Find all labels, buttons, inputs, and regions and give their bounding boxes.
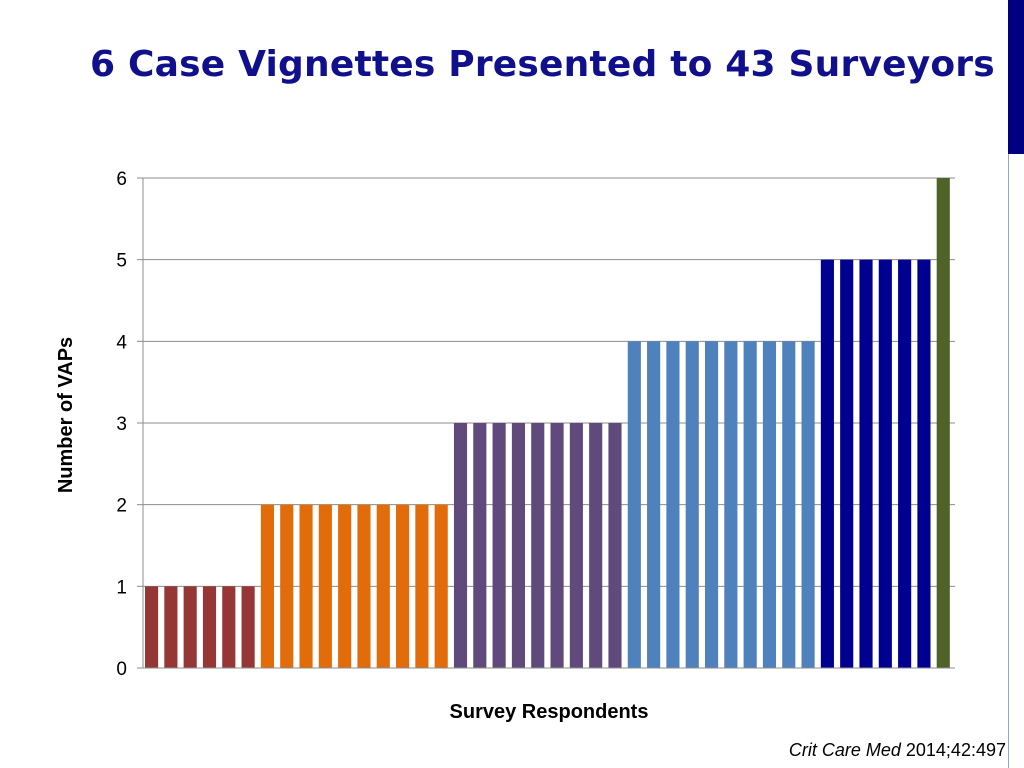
bar (511, 423, 526, 668)
bar (608, 423, 622, 668)
bar (222, 586, 236, 668)
bar (569, 423, 583, 668)
bar (396, 504, 410, 668)
bar (241, 586, 255, 668)
bar (531, 423, 545, 668)
y-tick-label: 1 (116, 577, 127, 598)
bar (453, 423, 468, 668)
bar (318, 504, 332, 668)
slide-title: 6 Case Vignettes Presented to 43 Surveyo… (90, 44, 995, 85)
citation: Crit Care Med 2014;42:497 (789, 740, 1006, 761)
bar (840, 259, 854, 668)
bar (936, 178, 950, 668)
y-tick-label: 3 (116, 414, 127, 435)
bar (280, 504, 294, 668)
slide-accent-bar (1008, 0, 1024, 154)
axes: 0 1 2 3 4 5 6 (116, 169, 955, 680)
bar (801, 341, 815, 668)
bar (202, 586, 217, 668)
slide-accent-line (1008, 154, 1009, 768)
bar (685, 341, 699, 668)
y-axis-label: Number of VAPs (55, 337, 77, 493)
y-tick-label: 2 (116, 496, 127, 517)
bar (724, 341, 738, 668)
y-tick-label: 5 (116, 251, 127, 272)
bar (782, 341, 796, 668)
bar (434, 504, 448, 668)
bar (415, 504, 429, 668)
bar (704, 341, 719, 668)
x-axis-label: Survey Respondents (450, 701, 649, 723)
bar (260, 504, 274, 668)
citation-journal: Crit Care Med (788, 740, 901, 760)
bar (550, 423, 564, 668)
bar (145, 586, 159, 668)
bar (898, 259, 912, 668)
bar (492, 423, 506, 668)
bars (145, 178, 950, 668)
bar (338, 504, 352, 668)
bar (627, 341, 641, 668)
bar (820, 259, 834, 668)
bar (917, 259, 931, 668)
bar (878, 259, 892, 668)
y-tick-label: 4 (116, 332, 127, 353)
bar (762, 341, 777, 668)
bar (647, 341, 661, 668)
bar (183, 586, 197, 668)
gridlines (143, 177, 955, 587)
bar (357, 504, 371, 668)
bar (299, 504, 313, 668)
bar (164, 586, 178, 668)
bar (376, 504, 390, 668)
bar (666, 341, 680, 668)
citation-reference: 2014;42:497 (900, 740, 1006, 760)
bar (473, 423, 487, 668)
bar (859, 259, 873, 668)
bar (589, 423, 603, 668)
bar (743, 341, 757, 668)
y-tick-label: 0 (116, 659, 127, 680)
y-tick-label: 6 (116, 169, 127, 190)
